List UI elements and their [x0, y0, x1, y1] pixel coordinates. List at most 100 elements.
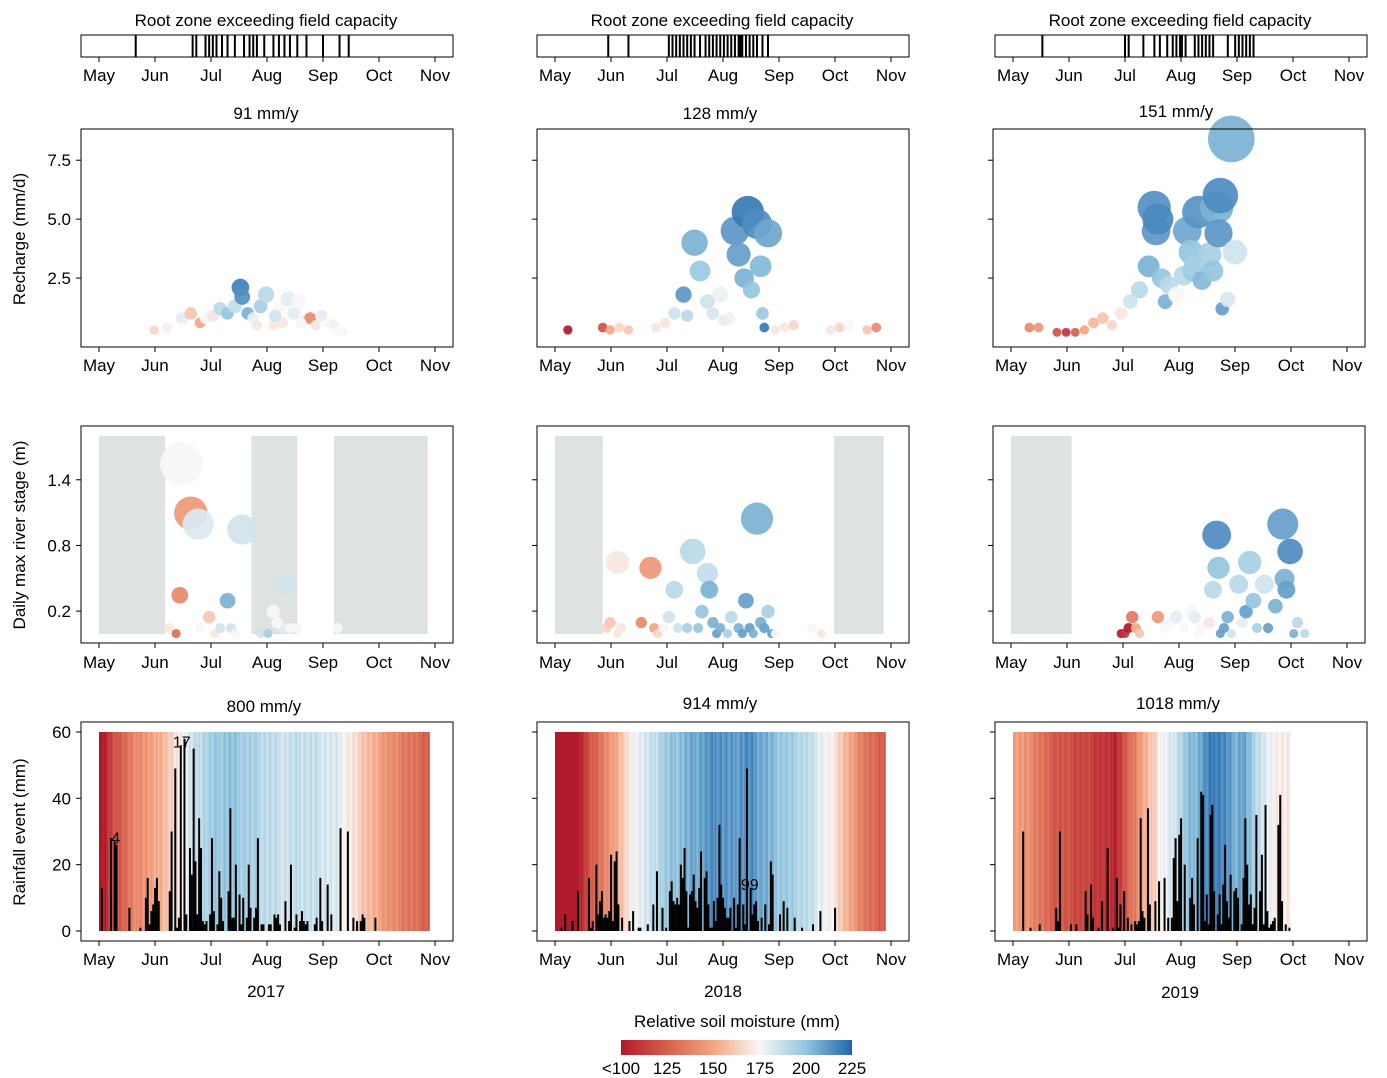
moisture-stripe — [1233, 732, 1236, 931]
moisture-stripe — [356, 732, 359, 931]
rainfall-bar — [1203, 921, 1206, 931]
x-tick-label: Jul — [656, 66, 678, 85]
moisture-stripe — [771, 732, 774, 931]
recharge-point — [1096, 312, 1109, 324]
moisture-stripe — [1099, 732, 1102, 931]
rainfall-bar — [1123, 891, 1126, 931]
soil-moisture-stripes — [555, 732, 886, 931]
rainfall-bar — [330, 914, 333, 931]
moisture-stripe — [779, 732, 782, 931]
river-point — [605, 550, 630, 575]
river-point — [276, 574, 296, 594]
river-point — [1188, 610, 1201, 624]
moisture-stripe — [744, 732, 747, 931]
soil-moisture-stripes — [99, 732, 430, 931]
moisture-stripe — [1240, 732, 1243, 931]
rainfall-bar — [1148, 904, 1151, 931]
rainfall-bar — [1288, 927, 1291, 931]
rainfall-bar — [1266, 911, 1269, 931]
moisture-stripe — [334, 732, 337, 931]
rainfall-bar — [212, 911, 215, 931]
recharge-annotation: 151 mm/y — [1139, 102, 1214, 121]
moisture-stripe — [694, 732, 697, 931]
moisture-stripe — [865, 732, 868, 931]
river-point — [182, 508, 214, 540]
recharge-points — [1024, 115, 1255, 337]
year-label: 2018 — [704, 982, 742, 1001]
x-tick-label: Aug — [708, 653, 738, 672]
moisture-stripe — [1038, 732, 1041, 931]
x-tick-label: Oct — [822, 950, 849, 969]
river-point — [639, 556, 662, 580]
moisture-stripe — [628, 732, 631, 931]
moisture-stripe — [275, 732, 278, 931]
moisture-stripe — [1156, 732, 1159, 931]
rainfall-bar — [709, 927, 712, 931]
moisture-stripe — [856, 732, 859, 931]
moisture-stripe — [378, 732, 381, 931]
y-tick-label: 0 — [62, 922, 71, 941]
moisture-stripe — [819, 732, 822, 931]
moisture-stripe — [405, 732, 408, 931]
moisture-stripe — [830, 732, 833, 931]
moisture-stripe — [236, 732, 239, 931]
moisture-stripe — [400, 732, 403, 931]
moisture-stripe — [280, 732, 283, 931]
rainfall-bar — [639, 927, 642, 931]
rainfall-bar — [267, 924, 270, 931]
rainfall-bar — [247, 864, 250, 931]
river-panel-2018: May Jun Jul Aug Sep Oct Nov — [532, 425, 910, 672]
moisture-stripe — [122, 732, 126, 931]
moisture-stripe — [363, 732, 366, 931]
rainfall-bar — [361, 914, 364, 931]
moisture-stripe — [414, 732, 417, 931]
rainfall-bar — [694, 901, 697, 931]
moisture-stripe — [615, 732, 618, 931]
rainfall-bar — [293, 927, 296, 931]
moisture-stripe — [608, 732, 611, 931]
river-point — [1134, 628, 1145, 639]
moisture-stripe — [835, 732, 839, 931]
moisture-stripe — [425, 732, 428, 931]
moisture-stripe — [685, 732, 688, 931]
moisture-stripe — [379, 732, 383, 931]
moisture-stripe — [104, 732, 107, 931]
recharge-point — [770, 325, 781, 335]
rainfall-bar — [756, 921, 759, 931]
moisture-stripe — [867, 732, 870, 931]
moisture-stripe — [1198, 732, 1201, 931]
moisture-stripe — [390, 732, 394, 931]
moisture-stripe — [1205, 732, 1208, 931]
x-tick-label: Sep — [764, 950, 794, 969]
x-tick-label: Nov — [1332, 653, 1363, 672]
moisture-stripe — [1167, 732, 1170, 931]
rainfall-y-label: Rainfall event (mm) — [10, 758, 29, 905]
moisture-stripe — [1154, 732, 1157, 931]
rainfall-bar — [742, 904, 745, 931]
moisture-stripe — [392, 732, 395, 931]
river-point — [715, 622, 726, 634]
moisture-stripe — [870, 732, 873, 931]
rainfall-bar — [203, 924, 206, 931]
rainfall-bar — [289, 864, 292, 931]
moisture-stripe — [802, 732, 806, 931]
recharge-point — [788, 320, 799, 331]
x-tick-label: May — [995, 356, 1028, 375]
year-label: 2017 — [247, 982, 285, 1001]
x-tick-label: Jul — [656, 653, 678, 672]
moisture-stripe — [575, 732, 578, 931]
recharge-point — [1208, 115, 1255, 163]
moisture-stripe — [1108, 732, 1111, 931]
rainfall-bar — [1147, 808, 1150, 931]
moisture-stripe — [1246, 732, 1249, 931]
rainfall-bar — [608, 911, 611, 931]
x-tick-label: Aug — [252, 653, 282, 672]
moisture-stripe — [187, 732, 190, 931]
moisture-stripe — [589, 732, 593, 931]
moisture-stripe — [1093, 732, 1096, 931]
x-tick-label: Oct — [366, 653, 393, 672]
moisture-stripe — [679, 732, 682, 931]
moisture-stripe — [573, 732, 576, 931]
x-tick-label: Aug — [708, 356, 738, 375]
moisture-stripe — [593, 732, 596, 931]
